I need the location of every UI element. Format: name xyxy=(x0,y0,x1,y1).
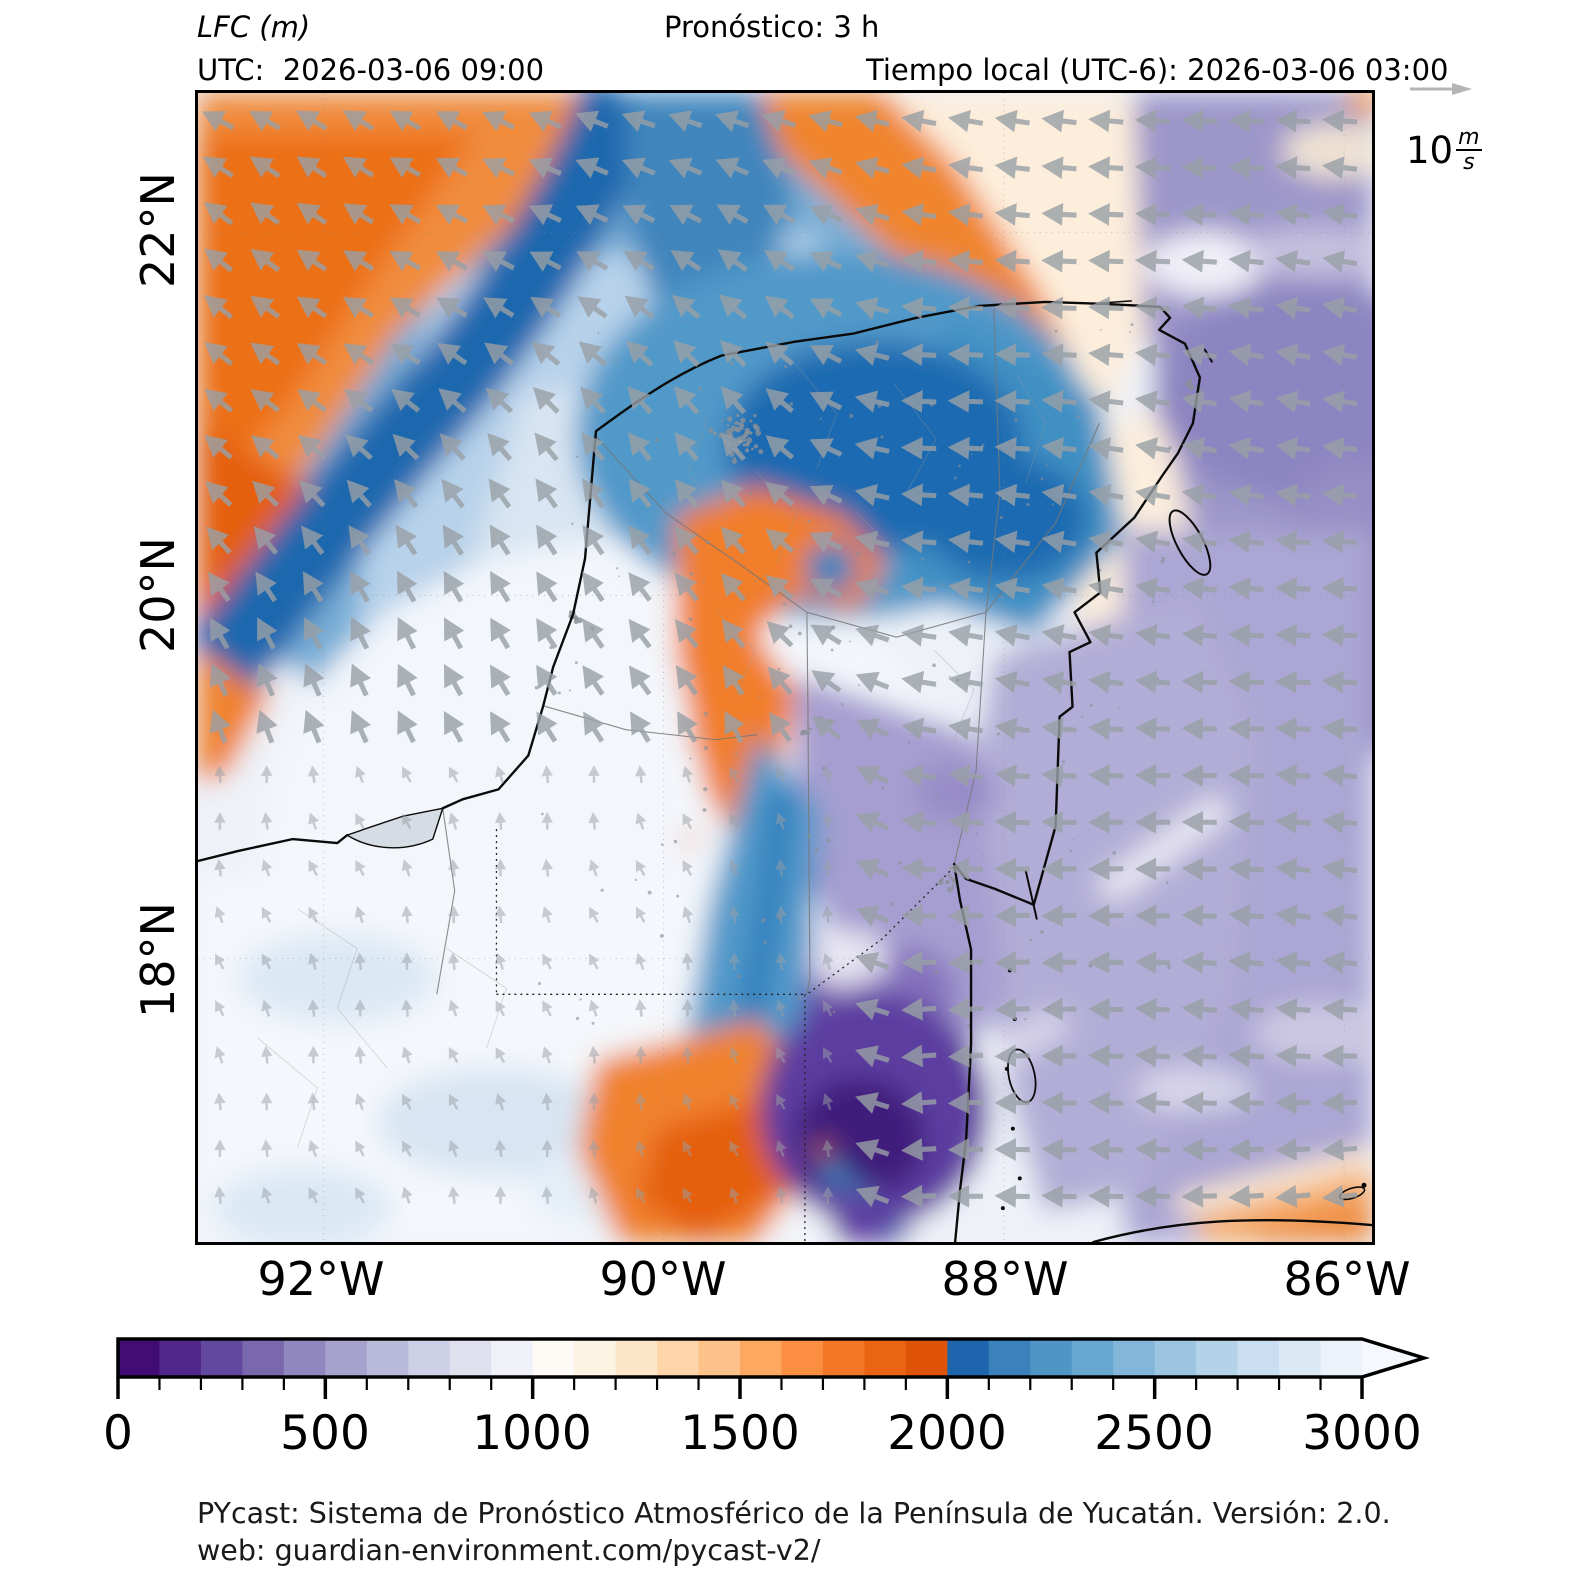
y-tick-18n: 18°N xyxy=(131,902,185,1018)
x-tick-92w: 92°W xyxy=(257,1252,385,1306)
cbar-tick-1500: 1500 xyxy=(680,1406,800,1461)
map-plot xyxy=(195,90,1375,1245)
local-time-label: Tiempo local (UTC-6): 2026-03-06 03:00 xyxy=(866,53,1449,87)
graticule xyxy=(198,93,1372,1242)
cbar-tick-500: 500 xyxy=(280,1406,370,1461)
wind-key-unit-denominator: s xyxy=(1463,150,1475,176)
cbar-tick-0: 0 xyxy=(103,1406,133,1461)
y-tick-22n: 22°N xyxy=(131,172,185,288)
cbar-tick-2500: 2500 xyxy=(1094,1406,1214,1461)
cbar-tick-1000: 1000 xyxy=(472,1406,592,1461)
colorbar-scale xyxy=(116,1337,1430,1399)
cbar-tick-3000: 3000 xyxy=(1302,1406,1422,1461)
map-canvas xyxy=(198,93,1372,1242)
footer-web-line: web: guardian-environment.com/pycast-v2/ xyxy=(197,1534,821,1567)
wind-key-unit: m s xyxy=(1456,125,1482,176)
wind-key-unit-numerator: m xyxy=(1456,125,1482,152)
variable-title: LFC (m) xyxy=(197,10,311,44)
footer-system-line: PYcast: Sistema de Pronóstico Atmosféric… xyxy=(197,1497,1391,1530)
wind-key-value: 10 xyxy=(1406,128,1454,172)
cbar-tick-2000: 2000 xyxy=(887,1406,1007,1461)
x-tick-88w: 88°W xyxy=(941,1252,1069,1306)
utc-time-label: UTC: 2026-03-06 09:00 xyxy=(197,53,545,87)
wind-key-arrow-icon xyxy=(1410,83,1472,95)
x-tick-86w: 86°W xyxy=(1283,1252,1411,1306)
x-tick-90w: 90°W xyxy=(599,1252,727,1306)
colorbar: 0 500 1000 1500 2000 2500 3000 xyxy=(103,1336,1475,1526)
coastline xyxy=(198,300,1372,1242)
wind-arrows xyxy=(201,109,1358,1208)
y-tick-20n: 20°N xyxy=(131,537,185,653)
wind-key-label: 10 m s xyxy=(1406,126,1482,174)
forecast-hour-label: Pronóstico: 3 h xyxy=(664,10,880,44)
